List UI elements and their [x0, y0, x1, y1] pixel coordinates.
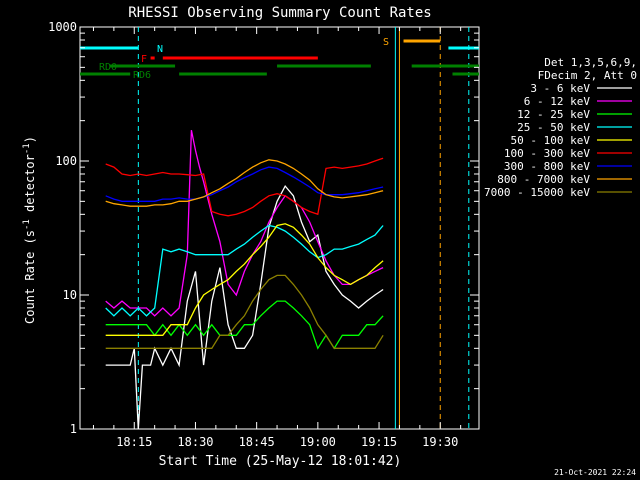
x-tick-label-0: 18:15 [116, 435, 152, 449]
chart-title: RHESSI Observing Summary Count Rates [128, 5, 431, 21]
legend-header-line-2: FDecim 2, Att 0 [538, 69, 637, 82]
legend-header-line-1: Det 1,3,5,6,9, [544, 56, 637, 69]
series-lines [105, 129, 384, 430]
flag-label-n: N [157, 44, 163, 55]
y-tick-label-0: 1 [70, 422, 77, 436]
series-line-1 [105, 129, 384, 317]
legend-label-0: 3 - 6 keV [530, 82, 590, 95]
vertical-markers [137, 27, 470, 429]
y-axis-label-sup1: -1 [22, 219, 32, 230]
legend-label-8: 7000 - 15000 keV [484, 186, 590, 199]
x-tick-label-3: 19:00 [300, 435, 336, 449]
series-line-6 [105, 166, 384, 202]
series-line-8 [105, 274, 384, 349]
legend-label-4: 50 - 100 keV [511, 134, 591, 147]
legend-label-3: 25 - 50 keV [517, 121, 590, 134]
footer-timestamp: 21-Oct-2021 22:24 [554, 468, 636, 477]
series-line-7 [105, 159, 384, 207]
flag-label-s: S [383, 37, 389, 48]
series-line-4 [105, 223, 384, 336]
series-line-3 [105, 224, 384, 317]
y-axis-label-main: Count Rate (s [23, 230, 37, 324]
flag-label-rd6: RD6 [133, 70, 151, 81]
legend-label-2: 12 - 25 keV [517, 108, 590, 121]
x-tick-label-2: 18:45 [239, 435, 275, 449]
legend-label-1: 6 - 12 keV [524, 95, 591, 108]
series-line-0 [105, 184, 384, 430]
series-line-2 [105, 300, 384, 350]
legend-label-6: 300 - 800 keV [504, 160, 590, 173]
legend: Det 1,3,5,6,9, FDecim 2, Att 0 3 - 6 keV… [484, 56, 637, 199]
y-tick-label-1: 10 [63, 288, 77, 302]
flag-label-rd0: RD0 [99, 62, 117, 73]
series-line-5 [105, 157, 384, 217]
y-tick-label-3: 1000 [48, 20, 77, 34]
y-axis-label-sup2: -1 [22, 143, 32, 154]
x-tick-label-5: 19:30 [422, 435, 458, 449]
legend-label-7: 800 - 7000 keV [497, 173, 590, 186]
y-axis-label: Count Rate (s-1 detector-1) [22, 136, 37, 324]
x-axis: 18:15 18:30 18:45 19:00 19:15 19:30 [92, 27, 462, 449]
plot-frame [79, 26, 480, 430]
flag-label-f: F [141, 54, 147, 65]
x-tick-label-1: 18:30 [177, 435, 213, 449]
flag-bars: RD0 RD6 FN S [80, 37, 479, 81]
legend-label-5: 100 - 300 keV [504, 147, 590, 160]
x-axis-label: Start Time (25-May-12 18:01:42) [159, 454, 402, 469]
y-axis-label-end: ) [23, 136, 37, 143]
y-axis: 1 10 100 1000 [48, 20, 479, 436]
x-tick-label-4: 19:15 [361, 435, 397, 449]
y-axis-label-mid: detector [23, 154, 37, 219]
y-tick-label-2: 100 [55, 154, 77, 168]
